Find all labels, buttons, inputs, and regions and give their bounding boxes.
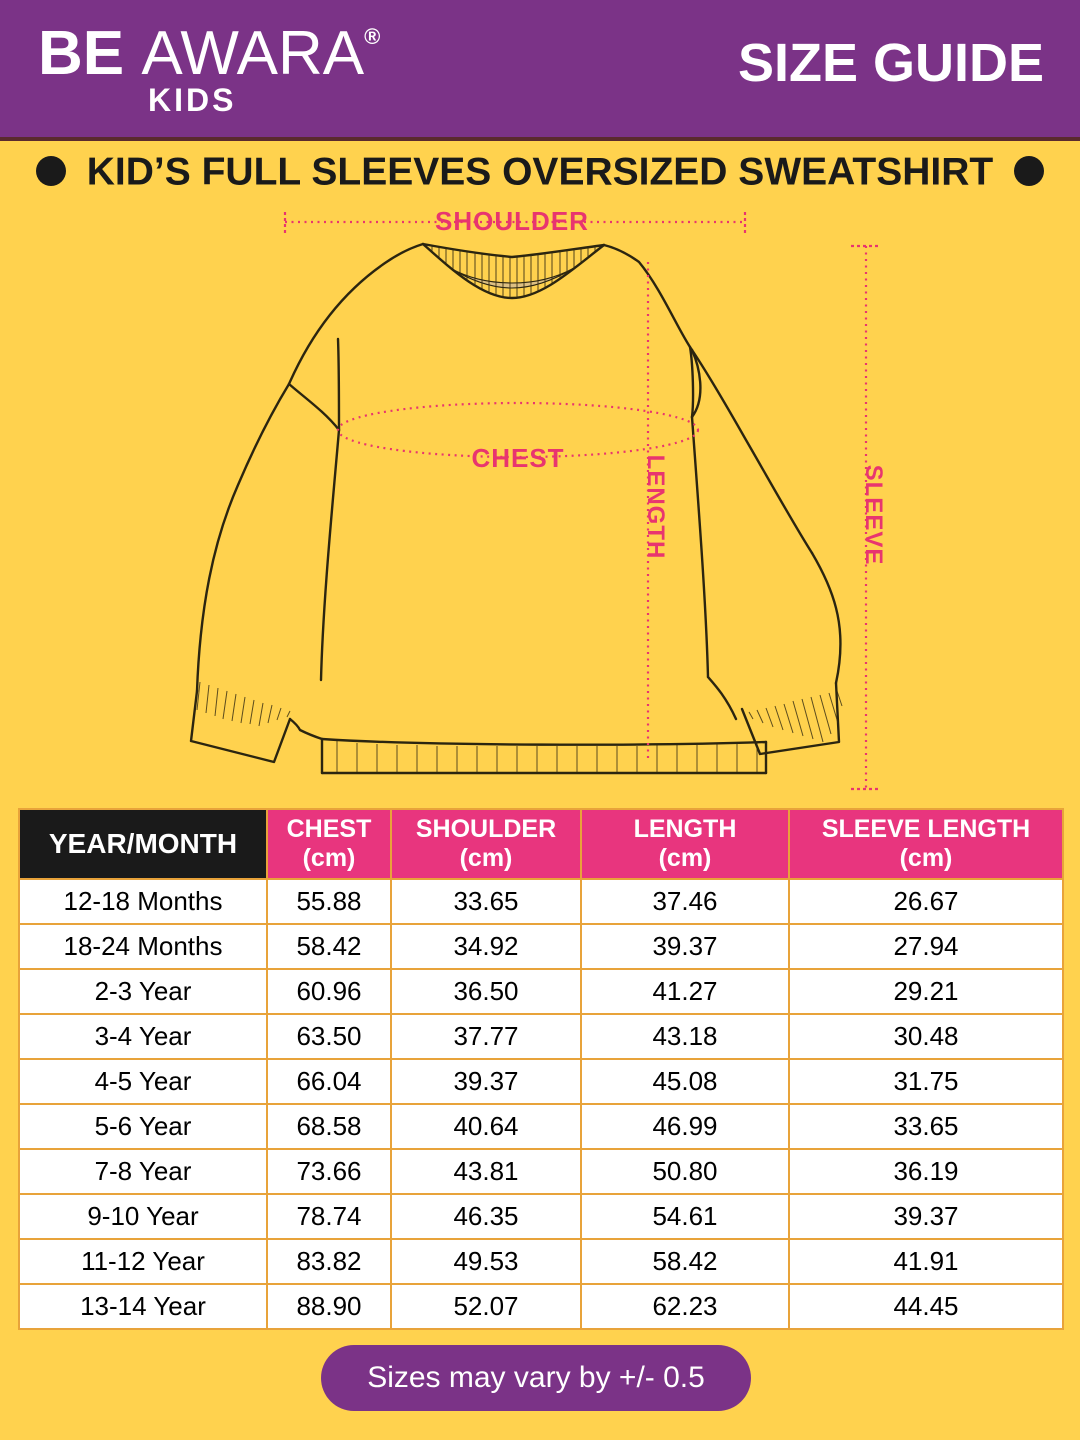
svg-text:LENGTH: LENGTH [642, 455, 669, 560]
svg-text:CHEST: CHEST [471, 443, 564, 473]
svg-text:SHOULDER: SHOULDER [435, 206, 589, 236]
svg-text:SLEEVE: SLEEVE [860, 465, 887, 566]
